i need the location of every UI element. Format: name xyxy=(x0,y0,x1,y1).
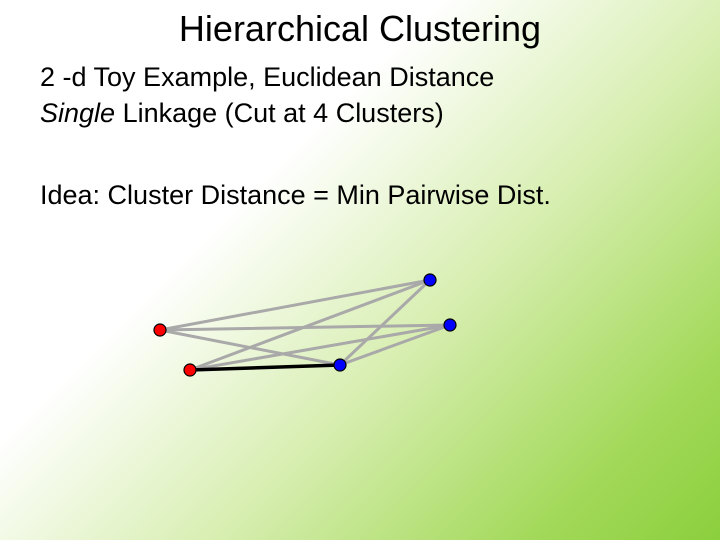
text-line-2: Single Linkage (Cut at 4 Clusters) xyxy=(40,98,444,129)
red-point xyxy=(184,364,196,376)
red-point xyxy=(154,324,166,336)
blue-point xyxy=(444,319,456,331)
distance-edge xyxy=(340,325,450,365)
text-line-3: Idea: Cluster Distance = Min Pairwise Di… xyxy=(40,180,551,211)
text-line-2-rest: Linkage (Cut at 4 Clusters) xyxy=(115,98,444,128)
text-line-2-italic: Single xyxy=(40,98,115,128)
slide-title: Hierarchical Clustering xyxy=(0,8,720,50)
slide: Hierarchical Clustering 2 -d Toy Example… xyxy=(0,0,720,540)
distance-edge xyxy=(160,280,430,330)
text-line-1: 2 -d Toy Example, Euclidean Distance xyxy=(40,62,494,93)
blue-point xyxy=(334,359,346,371)
distance-edge xyxy=(190,325,450,370)
cluster-diagram xyxy=(130,270,530,410)
blue-point xyxy=(424,274,436,286)
